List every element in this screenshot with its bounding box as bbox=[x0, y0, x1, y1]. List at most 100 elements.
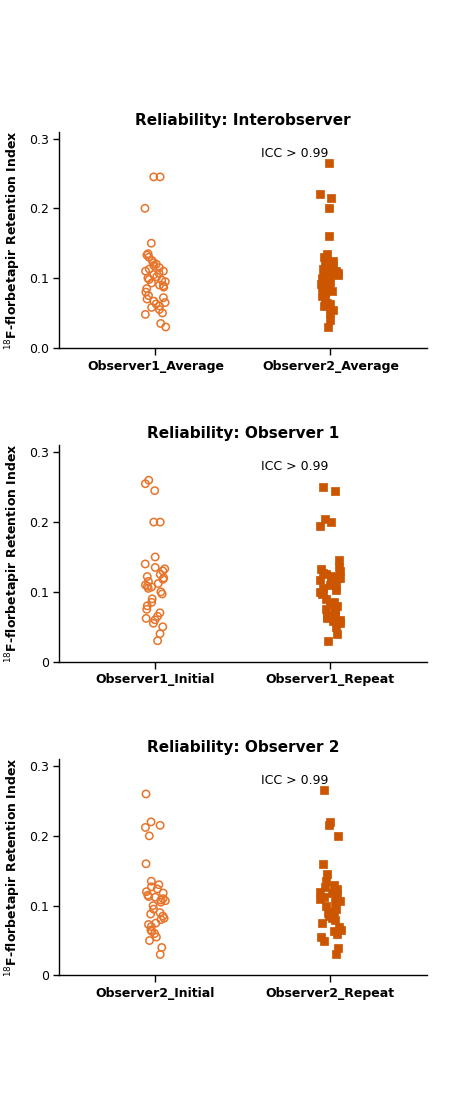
Point bbox=[327, 261, 335, 278]
Point bbox=[153, 267, 161, 285]
Point bbox=[155, 276, 163, 294]
Point bbox=[322, 566, 329, 583]
Point bbox=[146, 932, 153, 949]
Point bbox=[334, 264, 342, 282]
Point bbox=[151, 548, 159, 566]
Point bbox=[142, 855, 150, 872]
Point bbox=[317, 560, 324, 578]
Point bbox=[145, 249, 153, 266]
Point bbox=[329, 252, 337, 270]
Point bbox=[155, 264, 163, 282]
Title: Reliability: Observer 1: Reliability: Observer 1 bbox=[147, 426, 339, 442]
Point bbox=[322, 510, 329, 527]
Point bbox=[159, 890, 167, 907]
Point bbox=[317, 928, 324, 946]
Point bbox=[155, 259, 163, 276]
Point bbox=[156, 168, 164, 185]
Point bbox=[146, 271, 153, 288]
Point bbox=[161, 560, 169, 578]
Point bbox=[150, 168, 157, 185]
Point bbox=[317, 517, 324, 535]
Point bbox=[330, 594, 338, 612]
Point bbox=[142, 576, 149, 594]
Point bbox=[328, 574, 335, 592]
Point bbox=[146, 260, 153, 277]
Point bbox=[319, 914, 326, 932]
Point bbox=[336, 917, 343, 935]
Title: Reliability: Observer 2: Reliability: Observer 2 bbox=[146, 740, 339, 755]
Point bbox=[145, 580, 152, 597]
Point bbox=[151, 925, 158, 943]
Point bbox=[333, 625, 341, 642]
Point bbox=[327, 273, 334, 290]
Point bbox=[153, 928, 160, 946]
Point bbox=[157, 315, 164, 332]
Point bbox=[159, 618, 166, 636]
Point bbox=[148, 923, 155, 940]
Point bbox=[150, 513, 157, 530]
Point bbox=[328, 910, 336, 927]
Point bbox=[329, 300, 337, 318]
Point bbox=[327, 311, 334, 329]
Point bbox=[142, 785, 150, 802]
Point bbox=[319, 583, 327, 601]
Point bbox=[145, 916, 152, 934]
Point bbox=[328, 513, 335, 530]
Point bbox=[157, 911, 165, 928]
Point bbox=[154, 632, 161, 650]
Point bbox=[156, 625, 164, 642]
Point bbox=[325, 907, 333, 925]
Point bbox=[156, 904, 164, 922]
Point bbox=[332, 900, 340, 917]
Point bbox=[160, 910, 168, 927]
Point bbox=[145, 471, 153, 489]
Point bbox=[336, 569, 344, 586]
Point bbox=[142, 262, 149, 279]
Point bbox=[321, 290, 328, 308]
Point bbox=[142, 283, 150, 300]
Point bbox=[162, 892, 169, 910]
Point bbox=[319, 855, 327, 872]
Point bbox=[322, 872, 329, 890]
Point bbox=[143, 290, 151, 308]
Point bbox=[152, 889, 159, 906]
Point bbox=[333, 597, 341, 615]
Point bbox=[320, 297, 328, 315]
Point bbox=[156, 817, 164, 834]
Point bbox=[320, 262, 328, 279]
Point bbox=[146, 827, 153, 845]
Point bbox=[147, 922, 155, 939]
Point bbox=[331, 893, 338, 911]
Point bbox=[155, 300, 163, 318]
Point bbox=[322, 897, 330, 914]
Point bbox=[324, 318, 332, 335]
Point bbox=[333, 880, 341, 898]
Point bbox=[333, 262, 340, 279]
Point bbox=[326, 295, 334, 312]
Point bbox=[324, 904, 332, 922]
Point bbox=[332, 946, 339, 963]
Point bbox=[144, 568, 151, 585]
Point bbox=[334, 569, 342, 586]
Point bbox=[320, 781, 328, 799]
Point bbox=[322, 601, 330, 618]
Point bbox=[144, 270, 152, 287]
Point bbox=[323, 607, 330, 625]
Point bbox=[329, 906, 337, 924]
Point bbox=[142, 306, 149, 323]
Point bbox=[336, 892, 344, 910]
Point bbox=[150, 266, 157, 284]
Point bbox=[152, 914, 160, 932]
Y-axis label: $^{18}$F-florbetapir Retention Index: $^{18}$F-florbetapir Retention Index bbox=[4, 757, 23, 978]
Point bbox=[325, 199, 333, 217]
Point bbox=[157, 583, 164, 601]
Point bbox=[158, 585, 166, 603]
Point bbox=[147, 872, 155, 890]
Point bbox=[323, 244, 331, 262]
Point bbox=[160, 569, 167, 586]
Point bbox=[149, 254, 157, 272]
Point bbox=[142, 609, 150, 627]
Point bbox=[152, 295, 160, 312]
Point bbox=[331, 604, 338, 621]
Point bbox=[159, 562, 167, 580]
